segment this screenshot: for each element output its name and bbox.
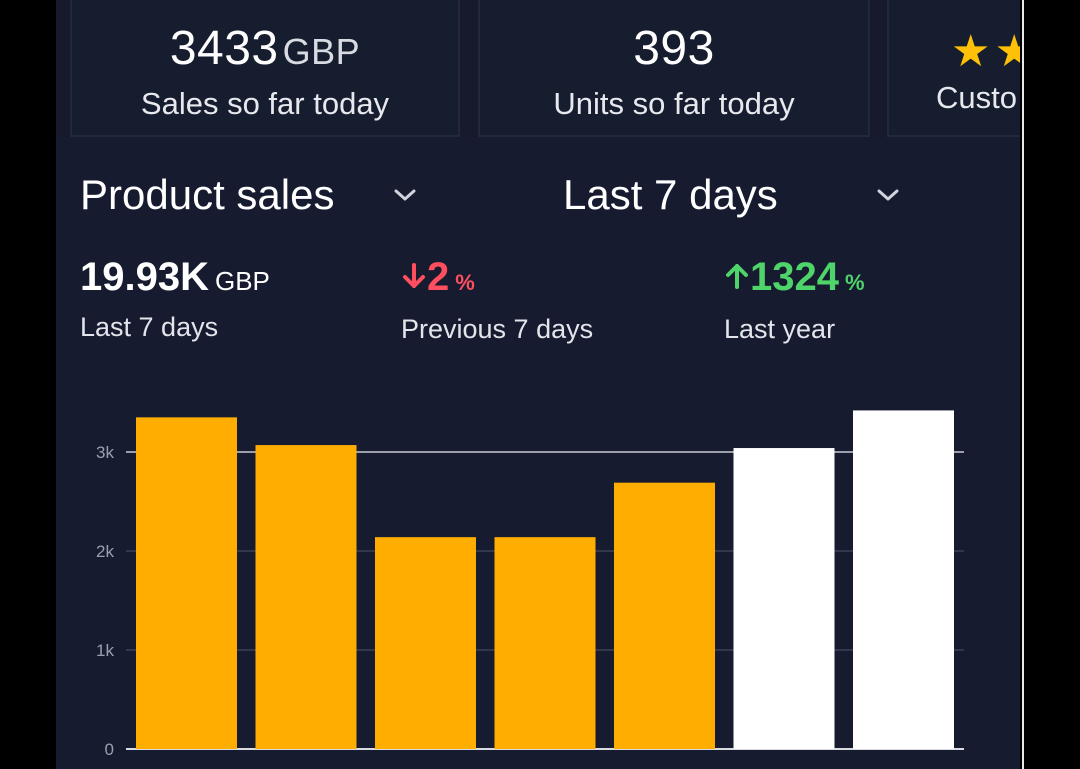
bar-day-3[interactable] xyxy=(375,537,476,749)
y-tick-label: 0 xyxy=(105,740,114,759)
screen-edge-line xyxy=(1022,0,1024,769)
metric-previous-value-row: 2% xyxy=(401,254,593,306)
metric-last-year-value-row: 1324% xyxy=(724,254,865,306)
metric-total-value-row: 19.93K GBP xyxy=(80,254,270,304)
kpi-units-value: 393 xyxy=(633,22,715,75)
y-tick-label: 3k xyxy=(96,443,114,462)
metric-previous-unit: % xyxy=(455,270,475,295)
bar-day-4[interactable] xyxy=(494,537,596,749)
kpi-sales-value: 3433 xyxy=(169,22,279,75)
metric-last-year-unit: % xyxy=(844,270,865,295)
metric-total-value: 19.93K xyxy=(80,255,209,299)
app-screen: 3433 GBP Sales so far today 393 Units so … xyxy=(56,0,1020,769)
kpi-card-units[interactable]: 393 Units so far today xyxy=(478,0,870,137)
bar-day-7[interactable] xyxy=(853,410,954,749)
metric-last-year-label: Last year xyxy=(724,314,836,344)
y-tick-label: 2k xyxy=(96,542,114,561)
metric-total: 19.93K GBP Last 7 days xyxy=(80,254,270,343)
date-range-dropdown[interactable]: Last 7 days xyxy=(563,165,778,225)
star-icon: ★★ xyxy=(951,27,1020,76)
kpi-customer-label: Custo xyxy=(936,80,1017,115)
chevron-down-icon[interactable] xyxy=(875,184,901,206)
metric-dropdown[interactable]: Product sales xyxy=(80,165,334,225)
metric-previous-period: 2% Previous 7 days xyxy=(401,254,593,345)
metric-total-label: Last 7 days xyxy=(80,312,219,342)
metric-total-unit: GBP xyxy=(214,266,270,296)
kpi-units-label: Units so far today xyxy=(553,86,795,121)
sales-bar-chart: 0 1k 2k 3k xyxy=(96,410,964,759)
y-tick-label: 1k xyxy=(96,641,114,660)
kpi-sales-label: Sales so far today xyxy=(140,86,390,121)
screen-edge xyxy=(1020,0,1080,769)
kpi-sales-unit: GBP xyxy=(282,31,361,72)
bar-day-2[interactable] xyxy=(255,445,357,749)
metric-previous-label: Previous 7 days xyxy=(401,314,594,344)
kpi-card-sales[interactable]: 3433 GBP Sales so far today xyxy=(70,0,460,137)
kpi-sales-value-row: 3433 GBP xyxy=(72,22,458,79)
date-range-dropdown-label: Last 7 days xyxy=(563,171,778,218)
metric-last-year-value: 1324 xyxy=(750,255,839,299)
arrow-up-icon xyxy=(726,264,748,289)
bar-day-1[interactable] xyxy=(136,417,237,749)
metric-previous-value: 2 xyxy=(427,255,450,299)
chevron-down-icon[interactable] xyxy=(392,184,418,206)
bar-day-5[interactable] xyxy=(614,482,715,749)
metric-dropdown-label: Product sales xyxy=(80,171,335,218)
metric-last-year: 1324% Last year xyxy=(724,254,865,345)
arrow-down-icon xyxy=(403,263,425,288)
bar-day-6[interactable] xyxy=(733,448,835,749)
kpi-card-customer-rating[interactable]: ★★ Custo xyxy=(887,0,1020,137)
